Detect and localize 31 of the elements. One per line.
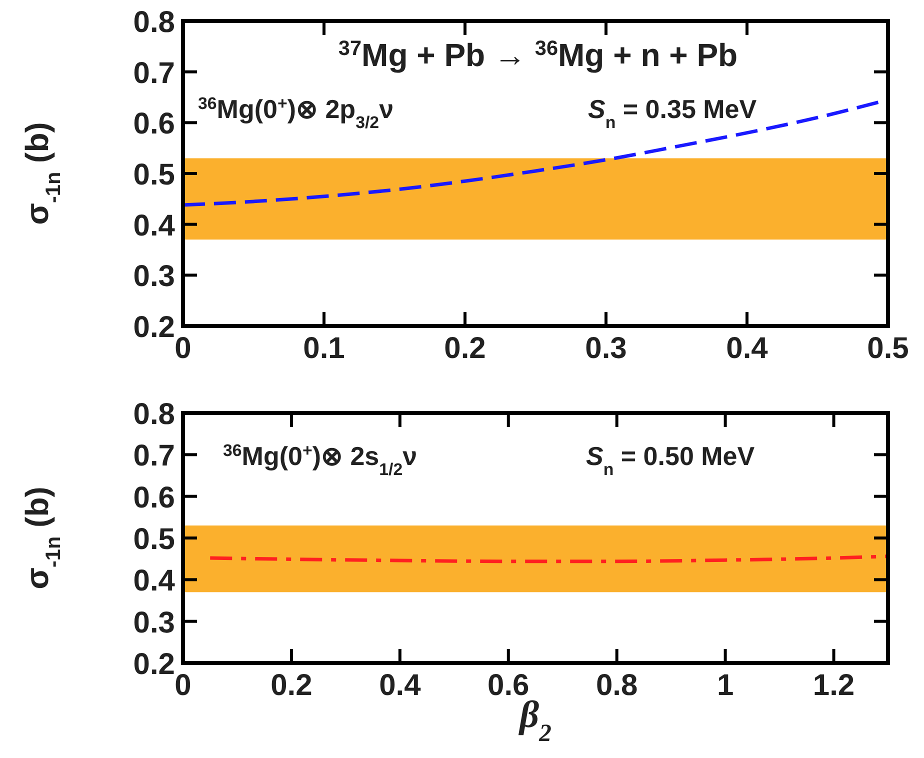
- x-tick-label: 0.2: [270, 669, 312, 702]
- y-tick-label: 0.8: [133, 6, 175, 39]
- y-tick-label: 0.4: [133, 564, 176, 598]
- x-tick-label: 0: [174, 669, 192, 702]
- x-tick-label: 0.3: [585, 332, 627, 365]
- x-tick-label: 0.5: [867, 332, 909, 365]
- annotation: $^{36}$Mg(0$^{+}$)⊗ 2p$_{3/2}$ν: [198, 94, 394, 132]
- annotation: S$_{n}$ = 0.35 MeV: [588, 94, 758, 132]
- x-tick-label: 1: [716, 669, 734, 702]
- x-tick-label: 0.8: [596, 669, 638, 702]
- y-tick-label: 0.5: [133, 523, 175, 556]
- annotation: $^{36}$Mg(0$^{+}$)⊗ 2s$_{1/2}$ν: [223, 440, 418, 478]
- y-tick-label: 0.4: [133, 209, 176, 242]
- x-tick-label: 0.1: [303, 332, 345, 365]
- y-tick-label: 0.2: [133, 648, 175, 681]
- y-tick-label: 0.3: [133, 606, 175, 640]
- annotation: $^{37}$Mg + Pb → $^{36}$Mg + n + Pb: [338, 36, 738, 73]
- x-tick-label: 0.4: [726, 332, 768, 365]
- y-tick-label: 0.6: [133, 108, 175, 141]
- x-tick-label: 0: [174, 332, 192, 365]
- y-tick-label: 0.8: [133, 398, 175, 431]
- y-tick-label: 0.7: [133, 56, 175, 90]
- x-tick-label: 1.2: [812, 669, 855, 702]
- x-tick-label: 0.2: [444, 332, 486, 365]
- y-tick-label: 0.6: [133, 481, 175, 514]
- annotation: S$_{n}$ = 0.50 MeV: [586, 441, 756, 478]
- y-tick-label: 0.7: [133, 440, 175, 473]
- y-tick-label: 0.3: [133, 260, 175, 294]
- y-tick-label: 0.5: [133, 158, 175, 192]
- x-tick-label: 0.4: [379, 669, 422, 702]
- y-tick-label: 0.2: [133, 311, 175, 344]
